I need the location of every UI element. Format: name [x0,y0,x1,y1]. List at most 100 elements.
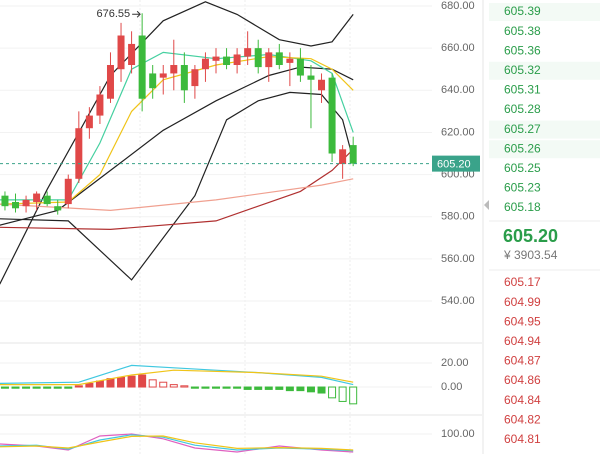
macd-bar [264,386,273,390]
macd-bar [169,384,178,388]
macd-bar [43,386,52,389]
candle-body [1,195,9,207]
bid-price: 605.17 [504,275,541,289]
ask-price: 605.26 [504,141,541,155]
candle-body [318,79,326,91]
macd-bar [95,380,104,388]
y-tick-label: 640.00 [441,84,475,96]
candle-body [159,73,167,78]
ask-row-bg [489,140,600,159]
candle-body [128,43,136,66]
macd-bar [190,386,199,389]
y-tick-label: 620.00 [441,126,475,138]
candle-body [339,149,347,165]
candle-body [75,128,83,179]
candle-body [349,145,357,164]
ask-price: 605.31 [504,83,541,97]
candle-body [170,65,178,74]
ask-price: 605.39 [504,4,541,18]
candle-body [64,178,72,205]
max-label: 676.55 [96,8,130,20]
candle-body [296,58,304,76]
candle-body [201,58,209,70]
macd-bar [328,386,337,399]
indicator-line [0,178,354,212]
macd-bar [74,385,83,388]
indicator-line [0,369,354,386]
last-price-box [432,155,480,172]
candle-body [138,35,146,99]
macd-bar [222,386,231,389]
macd-bar [296,386,305,392]
candle-body [265,52,273,68]
bid-price: 604.87 [504,354,541,368]
candle-body [212,56,220,61]
y-tick-label: 0.00 [441,381,462,393]
y-tick-label: 680.00 [441,0,475,12]
ask-row-bg [489,61,600,80]
candle-body [96,94,104,116]
macd-bar [201,386,210,389]
macd-bar [11,386,20,389]
candle-body [149,73,157,89]
candle-body [180,65,188,91]
candle-body [286,58,294,63]
indicator-line [0,66,354,226]
y-tick-label: 100.00 [441,428,475,440]
macd-bar [53,386,62,389]
macd-bar [317,386,326,394]
macd-bar [22,386,31,389]
candle-body [328,77,336,154]
last-price-label: 605.20 [437,159,471,171]
macd-bar [275,386,284,390]
indicator-line [0,435,354,451]
indicator-line [0,148,354,231]
collapse-arrow[interactable] [484,200,489,210]
candle-body [33,193,41,202]
ask-price: 605.28 [504,102,541,116]
max-arrow [132,10,141,18]
ask-price: 605.32 [504,63,541,77]
y-tick-label: 540.00 [441,295,475,307]
candle-body [106,65,114,99]
ask-row-bg [489,120,600,139]
candle-body [307,75,315,80]
ask-price: 605.36 [504,43,541,57]
candle-body [275,52,283,66]
candle-body [54,206,62,211]
macd-bar [0,386,9,389]
bid-price: 604.95 [504,314,541,328]
candle-body [85,115,93,129]
macd-bar [85,382,94,388]
macd-bar [349,386,358,405]
macd-bar [180,385,189,388]
candle-body [223,56,231,66]
indicator-line [0,55,354,205]
macd-bar [338,386,347,402]
candle-body [43,195,51,205]
macd-bar [127,375,136,388]
ask-price: 605.25 [504,161,541,175]
last-price: 605.20 [503,226,558,246]
macd-bar [148,379,157,388]
macd-bar [212,386,220,389]
candle-body [254,48,262,68]
ask-price: 605.23 [504,181,541,195]
macd-bar [117,376,126,388]
macd-bar [233,386,242,389]
macd-bar [306,386,315,393]
macd-bar [32,386,41,389]
bid-price: 604.86 [504,373,541,387]
bid-price: 604.82 [504,412,541,426]
candle-body [191,69,199,87]
ask-price: 605.38 [504,24,541,38]
candle-body [233,54,241,66]
macd-bar [64,386,73,389]
ask-row-bg [489,3,600,21]
bid-price: 604.84 [504,393,541,407]
bid-price: 604.99 [504,295,541,309]
ask-price: 605.18 [504,200,541,214]
macd-bar [285,386,294,392]
